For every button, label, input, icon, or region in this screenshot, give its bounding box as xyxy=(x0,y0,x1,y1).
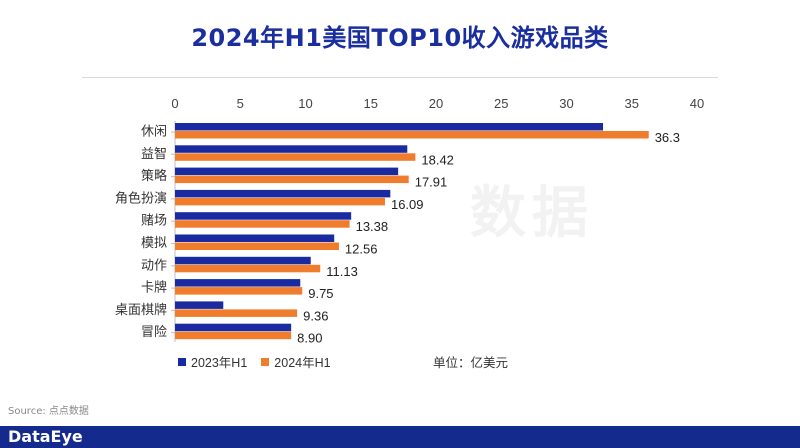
bar-2023 xyxy=(175,189,391,198)
category-label: 桌面棋牌 xyxy=(115,302,167,318)
watermark: 数据 xyxy=(470,181,594,246)
category-label: 卡牌 xyxy=(141,280,167,296)
bar-2024 xyxy=(175,153,416,161)
category-label: 休闲 xyxy=(141,125,167,140)
legend-swatch-2023 xyxy=(178,357,186,366)
bar-2024 xyxy=(175,197,385,206)
category-label: 动作 xyxy=(141,258,167,273)
category-label: 模拟 xyxy=(141,236,167,251)
title-divider xyxy=(82,77,718,78)
footer-bar: DataEye xyxy=(0,426,800,448)
bar-2023 xyxy=(175,279,301,287)
bar-2024 xyxy=(175,287,303,295)
bar-2023 xyxy=(175,234,335,242)
data-label-2024: 9.75 xyxy=(308,286,333,301)
legend-item-2024: 2024年H1 xyxy=(261,352,331,371)
chart-title: 2024年H1美国TOP10收入游戏品类 xyxy=(191,24,609,52)
bar-2024 xyxy=(175,264,321,273)
bar-2024 xyxy=(175,331,292,340)
x-tick-label: 30 xyxy=(559,96,573,111)
data-label-2024: 16.09 xyxy=(391,197,424,212)
x-tick-label: 15 xyxy=(364,96,378,111)
data-label-2024: 9.36 xyxy=(303,308,328,323)
category-label: 赌场 xyxy=(141,214,167,229)
legend: 2023年H1 2024年H1 xyxy=(178,352,345,371)
data-label-2024: 18.42 xyxy=(421,152,454,167)
legend-item-2023: 2023年H1 xyxy=(178,352,247,371)
bar-2024 xyxy=(175,242,339,250)
x-tick-label: 0 xyxy=(171,96,178,111)
category-label: 策略 xyxy=(141,168,167,184)
bar-2023 xyxy=(175,212,352,220)
x-tick-label: 35 xyxy=(625,96,639,111)
bar-2024 xyxy=(175,175,409,184)
bar-2023 xyxy=(175,301,224,309)
brand-logo: DataEye xyxy=(8,427,83,446)
category-label: 角色扮演 xyxy=(115,190,167,206)
x-tick-label: 25 xyxy=(494,96,508,111)
x-tick-label: 10 xyxy=(298,96,312,111)
legend-label-2023: 2023年H1 xyxy=(191,356,248,370)
bar-2024 xyxy=(175,220,350,228)
data-label-2024: 12.56 xyxy=(345,242,378,257)
x-tick-label: 5 xyxy=(237,96,244,111)
bar-2024 xyxy=(175,131,649,139)
x-tick-label: 40 xyxy=(690,96,704,111)
bar-2023 xyxy=(175,323,292,332)
data-label-2024: 17.91 xyxy=(415,175,448,190)
category-label: 益智 xyxy=(141,147,167,162)
source-note: Source: 点点数据 xyxy=(8,406,89,417)
bar-2023 xyxy=(175,167,399,176)
bar-2023 xyxy=(175,145,408,153)
category-label: 冒险 xyxy=(141,325,167,340)
bar-2024 xyxy=(175,309,298,317)
data-label-2024: 13.38 xyxy=(356,219,389,234)
data-label-2024: 8.90 xyxy=(297,331,322,346)
bar-2023 xyxy=(175,256,311,265)
unit-label: 单位：亿美元 xyxy=(433,355,509,370)
legend-label-2024: 2024年H1 xyxy=(274,356,331,370)
bar-2023 xyxy=(175,123,604,131)
x-tick-label: 20 xyxy=(429,96,443,111)
data-label-2024: 36.3 xyxy=(655,130,680,145)
legend-swatch-2024 xyxy=(261,357,270,366)
data-label-2024: 11.13 xyxy=(326,264,358,279)
